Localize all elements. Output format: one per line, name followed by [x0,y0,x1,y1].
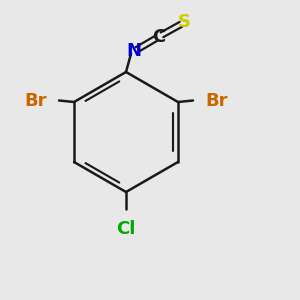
Text: Br: Br [206,92,228,110]
Text: S: S [178,13,191,31]
Text: Br: Br [24,92,46,110]
Text: Cl: Cl [116,220,136,238]
Text: C: C [152,28,166,46]
Text: N: N [126,42,141,60]
